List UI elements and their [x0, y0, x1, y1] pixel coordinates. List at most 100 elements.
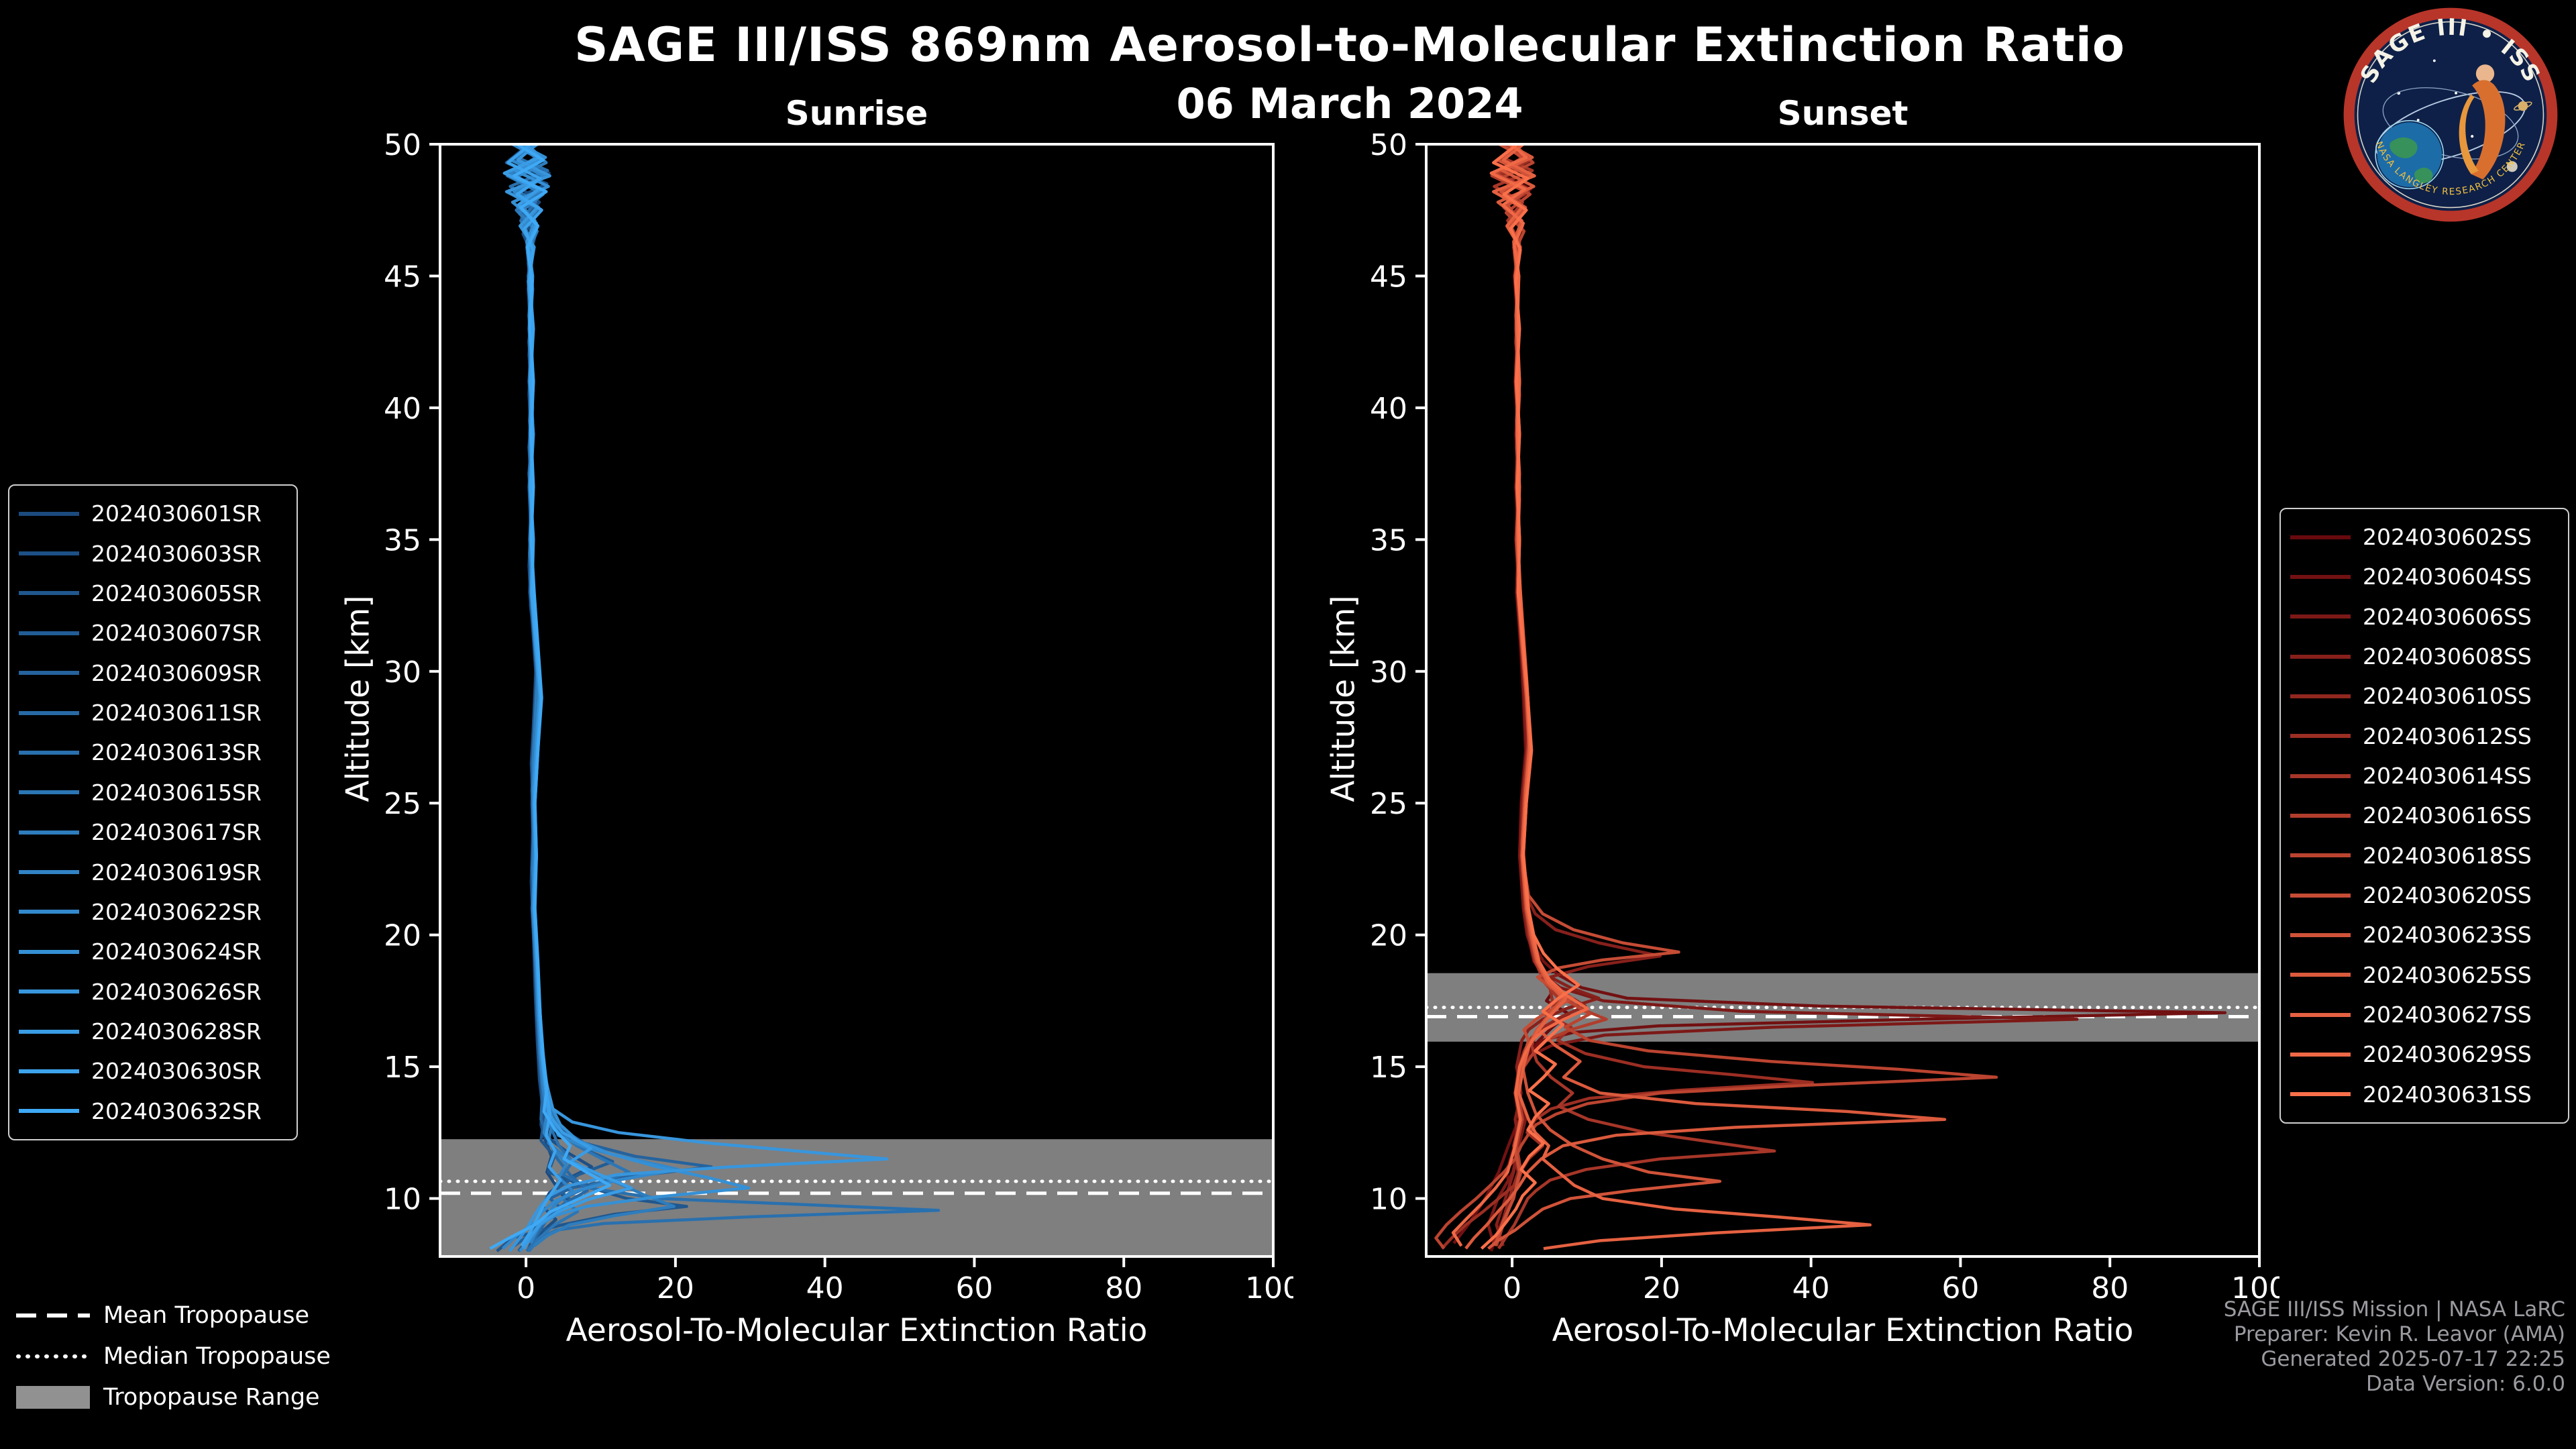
legend-item-2024030632SR: 2024030632SR [19, 1091, 287, 1131]
legend-label: 2024030628SR [91, 1018, 262, 1045]
credits: SAGE III/ISS Mission | NASA LaRC Prepare… [2224, 1297, 2565, 1397]
legend-line-swatch [2290, 853, 2351, 858]
y-tick-label: 45 [1370, 260, 1407, 294]
legend-line-swatch [19, 551, 79, 556]
y-tick-label: 20 [384, 919, 421, 953]
legend-item-2024030604SS: 2024030604SS [2290, 557, 2559, 596]
sunset-plot: 0 20 40 60 80 100 10 15 20 25 30 35 40 45 50 [1326, 128, 2288, 1320]
plot-area-sr: 0 20 40 60 80 100 10 15 20 25 30 35 40 45 50 [384, 128, 1301, 1305]
legend-line-swatch [2290, 535, 2351, 539]
legend-label: 2024030607SR [91, 620, 262, 647]
legend-label: 2024030601SR [91, 500, 262, 527]
y-tick-label: 15 [1370, 1051, 1407, 1085]
legend-label: 2024030614SS [2363, 763, 2532, 790]
legend-item-2024030620SS: 2024030620SS [2290, 875, 2559, 915]
legend-label: 2024030615SR [91, 779, 262, 806]
legend-line-swatch [19, 790, 79, 795]
sage-iii-iss-logo: SAGE III • ISS NASA LANGLEY RESEARCH CEN… [2343, 7, 2558, 222]
legend-line-swatch [19, 989, 79, 994]
legend-label: 2024030627SS [2363, 1002, 2532, 1028]
x-tick-label: 100 [1245, 1271, 1293, 1305]
plot-border [1425, 143, 2261, 1258]
median-tropopause-swatch [16, 1354, 90, 1358]
legend-item-2024030605SR: 2024030605SR [19, 574, 287, 613]
x-tick-label: 80 [2091, 1271, 2129, 1305]
legend-line-swatch [19, 710, 79, 715]
legend-line-swatch [19, 910, 79, 914]
legend-item-2024030612SS: 2024030612SS [2290, 716, 2559, 756]
median-tropopause-label: Median Tropopause [103, 1342, 331, 1370]
x-tick-label: 80 [1105, 1271, 1142, 1305]
tropopause-range-label: Tropopause Range [103, 1383, 320, 1411]
tropopause-range-swatch [16, 1385, 90, 1409]
legend-line-swatch [2290, 973, 2351, 977]
legend-label: 2024030626SR [91, 978, 262, 1005]
legend-label: 2024030617SR [91, 819, 262, 846]
legend-line-swatch [2290, 1092, 2351, 1097]
logo-figure [2459, 64, 2506, 180]
legend-label: 2024030608SS [2363, 643, 2532, 670]
legend-item-2024030626SR: 2024030626SR [19, 972, 287, 1012]
x-tick-label: 40 [806, 1271, 844, 1305]
legend-line-swatch [2290, 654, 2351, 659]
sunrise-panel-title: Sunrise [785, 94, 928, 133]
mean-tropopause-legend-item: Mean Tropopause [16, 1295, 331, 1336]
credits-version: Data Version: 6.0.0 [2365, 1372, 2565, 1396]
legend-item-2024030624SR: 2024030624SR [19, 932, 287, 971]
y-tick-label: 15 [384, 1051, 421, 1085]
y-tick-label: 40 [1370, 392, 1407, 426]
legend-item-2024030614SS: 2024030614SS [2290, 756, 2559, 796]
credits-generated: Generated 2025-07-17 22:25 [2261, 1347, 2565, 1371]
x-tick-label: 0 [1503, 1271, 1521, 1305]
legend-line-swatch [2290, 694, 2351, 698]
sunrise-y-axis-label: Altitude [km] [339, 595, 377, 802]
legend-line-swatch [19, 1109, 79, 1114]
y-tick-label: 10 [384, 1183, 421, 1217]
legend-label: 2024030613SR [91, 739, 262, 766]
credits-mission: SAGE III/ISS Mission | NASA LaRC [2223, 1297, 2565, 1322]
median-tropopause-legend-item: Median Tropopause [16, 1336, 331, 1377]
plot-border [439, 143, 1275, 1258]
legend-item-2024030608SS: 2024030608SS [2290, 637, 2559, 676]
legend-label: 2024030610SS [2363, 683, 2532, 710]
legend-line-swatch [19, 870, 79, 875]
legend-item-2024030602SS: 2024030602SS [2290, 517, 2559, 557]
x-tick-label: 20 [657, 1271, 694, 1305]
legend-label: 2024030603SR [91, 540, 262, 567]
legend-line-swatch [19, 511, 79, 516]
legend-item-2024030617SR: 2024030617SR [19, 812, 287, 852]
profile-2024030631SS [1480, 144, 1580, 1250]
y-tick-label: 20 [1370, 919, 1407, 953]
y-tick-label: 45 [384, 260, 421, 294]
y-tick-label: 35 [384, 523, 421, 557]
legend-item-2024030631SS: 2024030631SS [2290, 1075, 2559, 1114]
legend-item-2024030623SS: 2024030623SS [2290, 915, 2559, 955]
y-tick-label: 10 [1370, 1183, 1407, 1217]
profile-2024030632SR [489, 144, 612, 1250]
page-title: SAGE III/ISS 869nm Aerosol-to-Molecular … [574, 17, 2125, 72]
legend-label: 2024030624SR [91, 938, 262, 965]
x-tick-label: 20 [1643, 1271, 1680, 1305]
logo-moon [2506, 161, 2518, 172]
y-tick-label: 25 [1370, 787, 1407, 821]
y-tick-label: 40 [384, 392, 421, 426]
legend-item-2024030627SS: 2024030627SS [2290, 995, 2559, 1034]
credits-preparer: Preparer: Kevin R. Leavor (AMA) [2233, 1322, 2565, 1346]
legend-label: 2024030604SS [2363, 564, 2532, 590]
legend-item-2024030615SR: 2024030615SR [19, 773, 287, 812]
sunrise-x-axis-label: Aerosol-To-Molecular Extinction Ratio [566, 1312, 1148, 1349]
legend-label: 2024030623SS [2363, 922, 2532, 949]
legend-item-2024030625SS: 2024030625SS [2290, 955, 2559, 995]
legend-label: 2024030612SS [2363, 722, 2532, 749]
legend-label: 2024030616SS [2363, 802, 2532, 829]
y-tick-label: 35 [1370, 523, 1407, 557]
sunset-x-axis-label: Aerosol-To-Molecular Extinction Ratio [1552, 1312, 2134, 1349]
legend-label: 2024030625SS [2363, 961, 2532, 988]
legend-line-swatch [2290, 932, 2351, 937]
legend-label: 2024030606SS [2363, 603, 2532, 630]
legend-item-2024030629SS: 2024030629SS [2290, 1034, 2559, 1074]
legend-line-swatch [19, 1029, 79, 1034]
legend-line-swatch [2290, 893, 2351, 898]
legend-line-swatch [19, 1069, 79, 1073]
legend-line-swatch [2290, 1012, 2351, 1017]
